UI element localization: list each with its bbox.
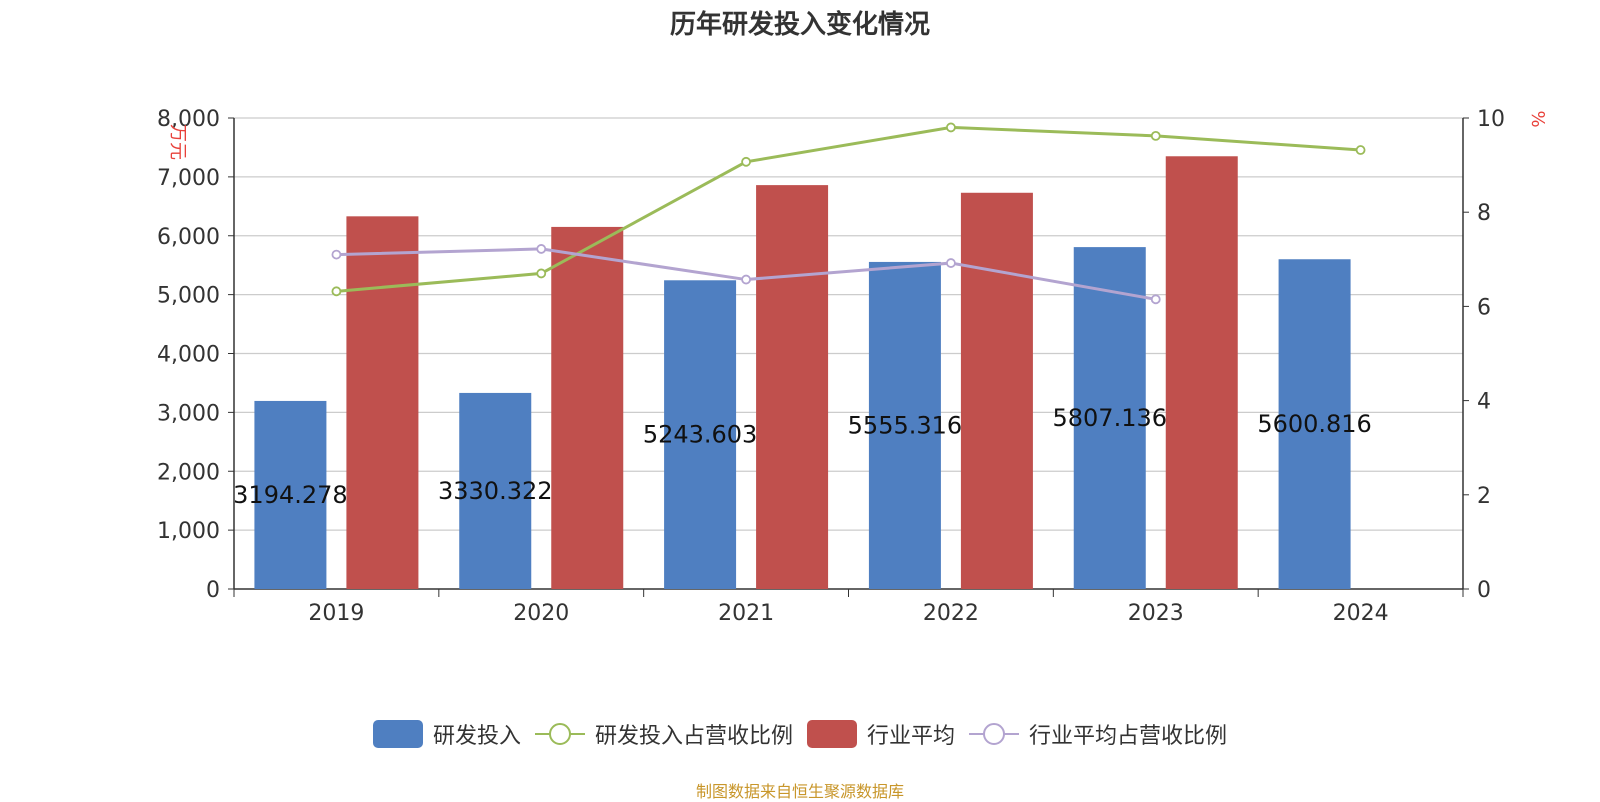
legend-label-rd: 研发投入 bbox=[432, 724, 521, 749]
ind-pct-point bbox=[536, 244, 547, 254]
y-right-tick-label: 8 bbox=[1477, 201, 1491, 226]
y-right-tick-label: 0 bbox=[1477, 578, 1491, 603]
x-tick-label: 2022 bbox=[923, 601, 979, 626]
bar-industry bbox=[1165, 156, 1238, 590]
rd-pct-line bbox=[336, 125, 1361, 293]
bar-industry bbox=[346, 216, 419, 590]
bar-rd bbox=[1278, 259, 1351, 589]
y-left-tick-label: 1,000 bbox=[157, 519, 220, 544]
y-left-tick-label: 0 bbox=[206, 578, 220, 603]
ind-pct-point bbox=[946, 258, 956, 268]
rd-pct-point bbox=[741, 156, 751, 167]
bar-rd bbox=[254, 400, 327, 589]
bar-label-rd: 3194.278 bbox=[233, 481, 348, 509]
y-left-tick-label: 4,000 bbox=[157, 343, 220, 368]
y-left-tick-label: 6,000 bbox=[157, 225, 220, 250]
legend-item-rd[interactable]: 研发投入 bbox=[372, 718, 521, 750]
bar-industry bbox=[960, 192, 1033, 590]
legend-label-rd-pct: 研发投入占营收比例 bbox=[594, 724, 793, 749]
bar-label-rd: 5807.136 bbox=[1052, 404, 1167, 432]
ind-pct-point bbox=[1150, 294, 1161, 305]
x-tick-label: 2023 bbox=[1128, 601, 1184, 626]
bar-label-rd: 5555.316 bbox=[848, 411, 963, 439]
chart-title: 历年研发投入变化情况 bbox=[669, 10, 930, 40]
x-tick-label: 2024 bbox=[1333, 601, 1389, 626]
ind-pct-point bbox=[741, 274, 751, 285]
legend-item-rd-pct[interactable]: 研发投入占营收比例 bbox=[534, 718, 793, 750]
legend-label-ind-pct: 行业平均占营收比例 bbox=[1029, 724, 1228, 749]
bar-label-rd: 5243.603 bbox=[643, 421, 758, 449]
y-left-tick-label: 7,000 bbox=[157, 166, 220, 191]
y-left-axis-title: 万元 bbox=[167, 124, 188, 160]
legend-swatch-rd bbox=[372, 720, 423, 748]
bar-industry bbox=[756, 185, 829, 589]
legend: 研发投入 研发投入占营收比例 行业平均 行业平均占营收比例 bbox=[0, 718, 1600, 750]
rd-pct-point bbox=[946, 122, 956, 133]
legend-swatch-industry bbox=[807, 720, 857, 748]
bar-rd bbox=[868, 261, 941, 589]
rd-pct-point bbox=[536, 268, 547, 279]
y-right-tick-label: 4 bbox=[1477, 390, 1491, 415]
y-left-tick-label: 3,000 bbox=[157, 401, 220, 426]
y-left-tick-label: 8,000 bbox=[157, 107, 220, 132]
bar-rd bbox=[664, 280, 737, 589]
bar-rd bbox=[1073, 247, 1146, 590]
x-tick-label: 2021 bbox=[718, 601, 774, 626]
bar-rd bbox=[459, 392, 532, 589]
y-right-tick-label: 6 bbox=[1477, 295, 1491, 320]
bar-industry bbox=[551, 226, 624, 589]
bar-label-rd: 5600.816 bbox=[1257, 410, 1372, 438]
legend-item-ind-pct[interactable]: 行业平均占营收比例 bbox=[969, 718, 1227, 750]
source-footer: 制图数据来自恒生聚源数据库 bbox=[695, 782, 904, 801]
rd-pct-point bbox=[1355, 145, 1366, 155]
rd-pct-point bbox=[331, 286, 342, 297]
y-left-tick-label: 5,000 bbox=[157, 284, 220, 309]
legend-swatch-ind-pct bbox=[969, 720, 1020, 748]
x-tick-label: 2019 bbox=[308, 601, 364, 626]
y-right-tick-label: 2 bbox=[1477, 484, 1491, 509]
y-right-tick-label: 10 bbox=[1477, 107, 1505, 132]
legend-swatch-rd-pct bbox=[534, 720, 585, 748]
legend-item-industry[interactable]: 行业平均 bbox=[807, 718, 955, 750]
x-tick-label: 2020 bbox=[513, 601, 569, 626]
y-right-axis-title: % bbox=[1527, 110, 1548, 127]
legend-label-industry: 行业平均 bbox=[867, 724, 956, 749]
y-left-tick-label: 2,000 bbox=[157, 460, 220, 485]
rd-pct-point bbox=[1150, 130, 1161, 141]
bar-label-rd: 3330.322 bbox=[438, 477, 553, 505]
ind-pct-point bbox=[331, 249, 342, 260]
